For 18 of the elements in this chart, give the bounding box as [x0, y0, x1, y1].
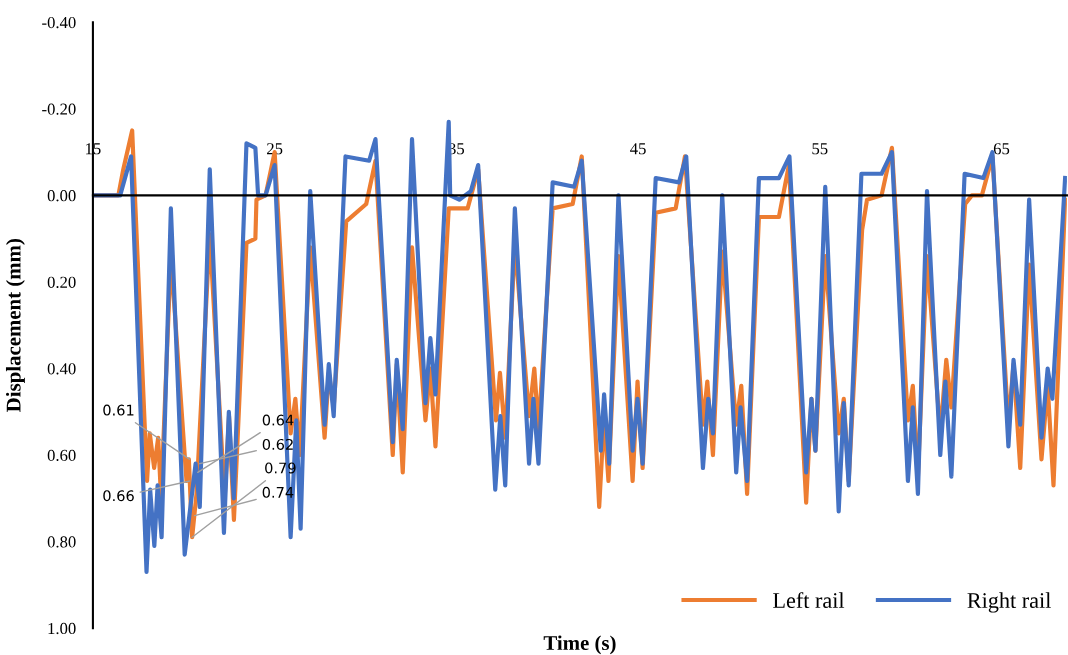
y-tick-label: 0.80 [47, 536, 76, 548]
y-tick-label: 0.20 [47, 276, 76, 288]
y-tick-label: 1.00 [48, 622, 76, 635]
legend-label: Right rail [967, 592, 1051, 613]
y-axis-title: Displacement (mm) [5, 239, 25, 412]
y-tick-label: 0.00 [47, 190, 76, 202]
y-tick-label: 0.60 [47, 449, 76, 462]
y-tick-label: -0.40 [42, 16, 76, 29]
annotation: 0.66 [103, 490, 134, 502]
x-tick-label: 65 [993, 143, 1010, 155]
x-tick-label: 25 [267, 143, 283, 155]
x-tick-label: 55 [812, 143, 828, 155]
legend-label: Left rail [773, 592, 845, 609]
x-tick-label: 45 [630, 143, 646, 155]
y-tick-label: -0.20 [42, 103, 76, 115]
y-tick-label: 0.40 [47, 363, 76, 375]
x-axis-title: Time (s) [543, 635, 616, 655]
annotation: 0.61 [103, 404, 134, 416]
